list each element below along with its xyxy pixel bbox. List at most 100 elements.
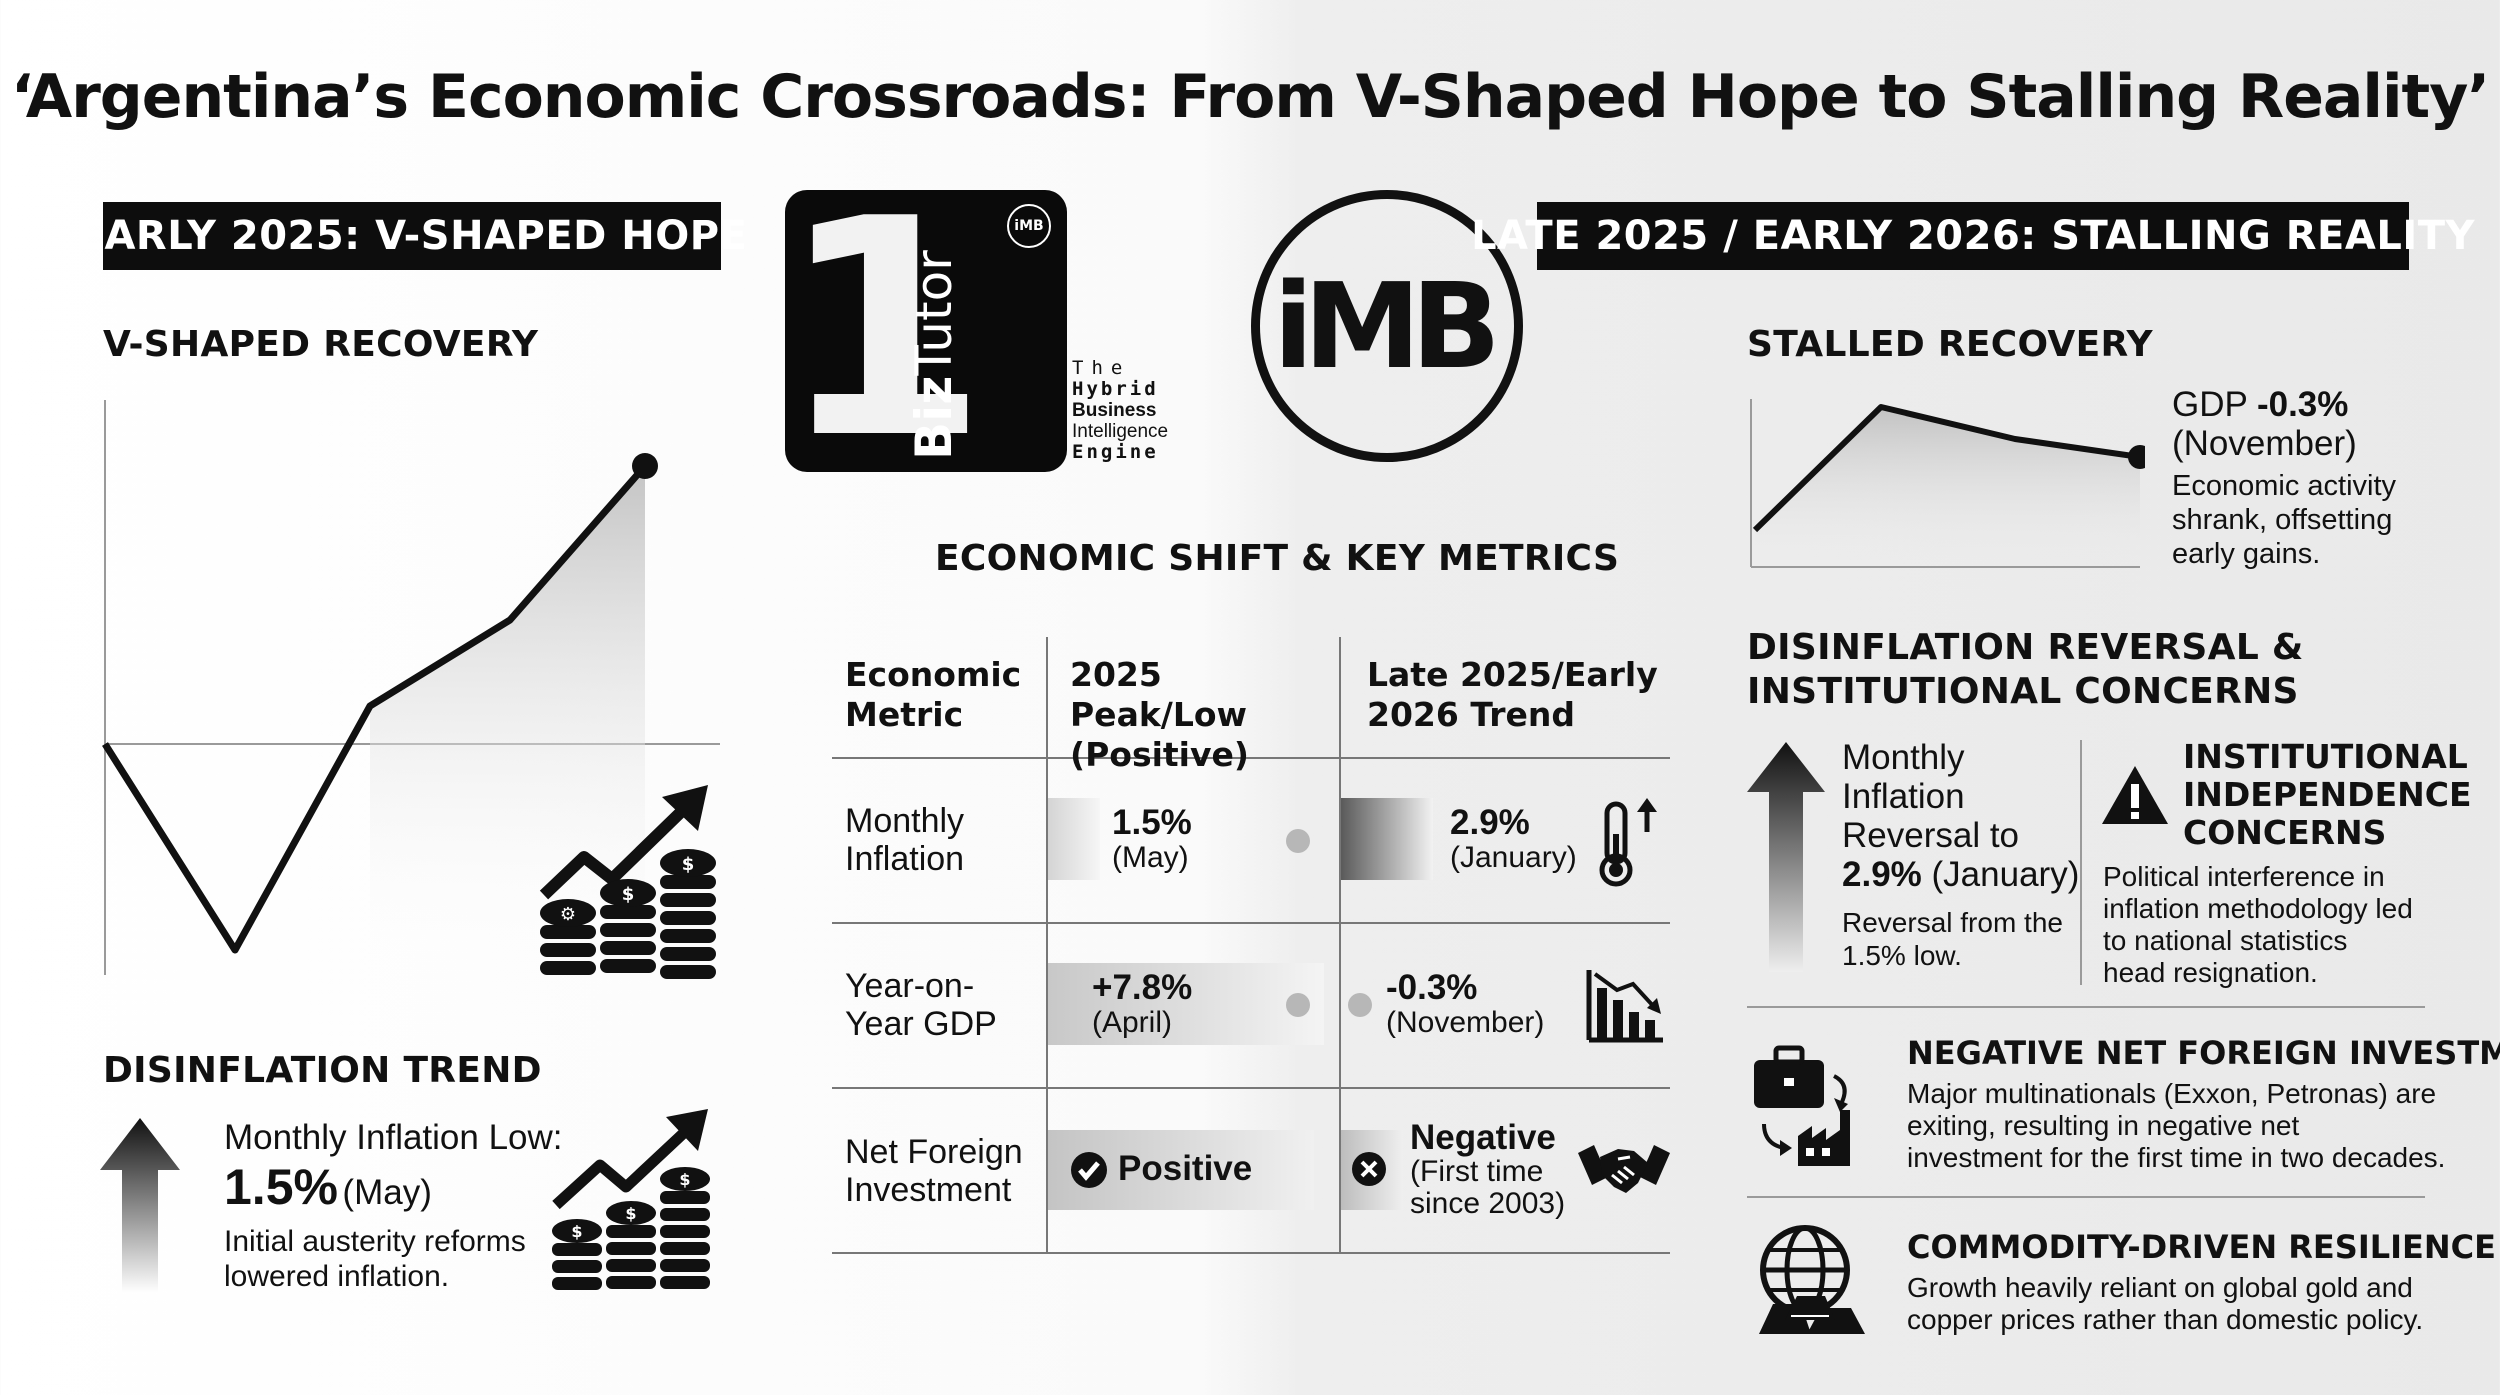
rising-coins-icon: $ $ $: [552, 1109, 710, 1290]
inflation-low-value-line: 1.5% (May): [224, 1158, 432, 1216]
table-hline-1: [832, 922, 1670, 924]
tagline-line: Business: [1072, 400, 1157, 421]
svg-text:$: $: [679, 1170, 690, 1189]
stalled-recovery-chart: [1750, 399, 2145, 568]
thermometer-up-icon: [1599, 798, 1657, 887]
early-2025-banner-label: EARLY 2025: V-SHAPED HOPE: [76, 213, 748, 259]
disinflation-trend-heading: DISINFLATION TREND: [103, 1050, 542, 1091]
biztutor-logo-wordmark-prefix: Biz: [905, 375, 963, 460]
recovery-line: [102, 463, 648, 954]
recovery-endpoint: [632, 453, 658, 479]
peak-value: +7.8%: [1092, 968, 1193, 1007]
row2-trend-value: -0.3% (November): [1386, 970, 1544, 1040]
reversal-text-line: Inflation: [1842, 777, 1965, 816]
inflation-low-period: (May): [342, 1173, 432, 1212]
institutional-text-line: head resignation.: [2103, 957, 2318, 988]
peak-value-shade: [1048, 798, 1100, 880]
trend-value: 2.9%: [1450, 803, 1530, 842]
gdp-value-line: GDP -0.3%: [2172, 385, 2348, 425]
tagline-line: Intelligence: [1072, 421, 1169, 442]
inflation-note: Initial austerity reforms lowered inflat…: [224, 1224, 526, 1294]
biztutor-logo-wordmark: BizTutor: [905, 250, 963, 460]
trend-value: Negative: [1410, 1118, 1556, 1157]
row1-peak-value: 1.5% (May): [1112, 805, 1192, 875]
heading-line: INDEPENDENCE: [2183, 775, 2472, 814]
row3-trend-value: Negative (First time since 2003): [1410, 1120, 1565, 1220]
heading-line: INSTITUTIONAL: [2183, 737, 2468, 776]
svg-text:$: $: [622, 884, 635, 905]
x-circle-icon: [1352, 1152, 1386, 1186]
reversal-note-line: Reversal from the: [1842, 907, 2063, 938]
institutional-text-line: Political interference in: [2103, 861, 2385, 892]
inflation-low-value: 1.5%: [224, 1159, 338, 1215]
biztutor-logo-number: 1: [785, 190, 988, 472]
inflation-down-arrow-icon: [100, 1118, 180, 1293]
biztutor-logo-wordmark-suffix: Tutor: [905, 250, 963, 376]
table-header-trend: Late 2025/Early 2026 Trend: [1367, 655, 1658, 734]
reversal-value-line: 2.9% (January): [1842, 855, 2079, 894]
rising-coins-gear-icon: ⚙ $ $: [539, 785, 716, 979]
institutional-text: Political interference in inflation meth…: [2103, 861, 2413, 989]
v-shaped-recovery-heading: V-SHAPED RECOVERY: [103, 324, 539, 365]
peak-period: (May): [1112, 841, 1189, 874]
disinflation-reversal-heading: DISINFLATION REVERSAL & INSTITUTIONAL CO…: [1747, 626, 2304, 714]
gdp-note: Economic activity shrank, offsetting ear…: [2172, 469, 2396, 571]
biztutor-logo: 1 BizTutor iMB: [785, 190, 1067, 472]
institutional-heading: INSTITUTIONAL INDEPENDENCE CONCERNS: [2183, 738, 2472, 852]
svg-text:$: $: [682, 854, 695, 875]
table-row-metric: Net Foreign Investment: [845, 1133, 1023, 1209]
reversal-text-line: Reversal to: [1842, 816, 2020, 855]
gdp-note-line: Economic activity: [2172, 470, 2397, 502]
peak-value-shade: [1048, 963, 1324, 1045]
trend-period: (First time: [1410, 1155, 1544, 1188]
fdi-text-line: investment for the first time in two dec…: [1907, 1142, 2446, 1173]
heading-line: DISINFLATION REVERSAL &: [1747, 627, 2304, 668]
table-hline-2: [832, 1087, 1670, 1089]
stalled-recovery-heading: STALLED RECOVERY: [1747, 324, 2153, 365]
inflation-low-label: Monthly Inflation Low:: [224, 1118, 563, 1157]
globe-gold-bars-icon: [1759, 1225, 1865, 1334]
chart-area-fill: [370, 466, 645, 975]
commodity-text: Growth heavily reliant on global gold an…: [1907, 1272, 2423, 1336]
trend-period: (November): [1386, 1006, 1545, 1039]
row2-connector-dot: [1286, 993, 1310, 1017]
gdp-label: GDP: [2172, 385, 2248, 424]
fdi-text-line: exiting, resulting in negative net: [1907, 1110, 2300, 1141]
commodity-heading: COMMODITY-DRIVEN RESILIENCE: [1907, 1228, 2497, 1266]
imb-logo-text: iMB: [1273, 257, 1501, 395]
institutional-text-line: to national statistics: [2103, 925, 2348, 956]
reversal-period: (January): [1931, 855, 2080, 894]
check-circle-icon: [1071, 1152, 1107, 1188]
table-row-metric: Year-on-Year GDP: [845, 967, 997, 1043]
svg-text:$: $: [571, 1222, 582, 1241]
table-hline-header: [832, 757, 1670, 759]
section-divider: [1747, 1006, 2425, 1008]
biztutor-logo-badge-text: iMB: [1014, 218, 1044, 234]
fdi-text: Major multinationals (Exxon, Petronas) a…: [1907, 1078, 2445, 1174]
early-2025-banner: EARLY 2025: V-SHAPED HOPE: [77, 202, 747, 270]
late-2025-banner-label: LATE 2025 / EARLY 2026: STALLING REALITY: [1471, 213, 2475, 259]
peak-value: 1.5%: [1112, 803, 1192, 842]
briefcase-factory-icon: [1754, 1045, 1850, 1166]
reversal-text-line: Monthly: [1842, 738, 1965, 777]
gdp-note-line: early gains.: [2172, 538, 2321, 570]
reversal-vertical-divider: [2080, 740, 2082, 985]
declining-bar-chart-icon: [1586, 970, 1663, 1043]
inflation-note-line: lowered inflation.: [224, 1260, 450, 1293]
reversal-text: Monthly Inflation Reversal to 2.9% (Janu…: [1842, 738, 2079, 894]
handshake-icon: [1578, 1145, 1670, 1193]
institutional-text-line: inflation methodology led: [2103, 893, 2413, 924]
table-hline-bottom: [832, 1252, 1670, 1254]
v-shaped-recovery-chart: [102, 400, 720, 975]
table-row-metric: Monthly Inflation: [845, 802, 965, 878]
reversal-value: 2.9%: [1842, 855, 1922, 894]
row1-trend-value: 2.9% (January): [1450, 805, 1577, 875]
gdp-value: -0.3%: [2256, 385, 2349, 424]
row1-connector-dot: [1286, 829, 1310, 853]
reversal-note: Reversal from the 1.5% low.: [1842, 906, 2063, 972]
tagline-line: The: [1072, 357, 1131, 379]
row2-connector-dot: [1348, 993, 1372, 1017]
trend-value-shade: [1341, 798, 1433, 880]
tagline-line: Engine: [1072, 441, 1159, 463]
peak-value: Positive: [1118, 1149, 1253, 1188]
